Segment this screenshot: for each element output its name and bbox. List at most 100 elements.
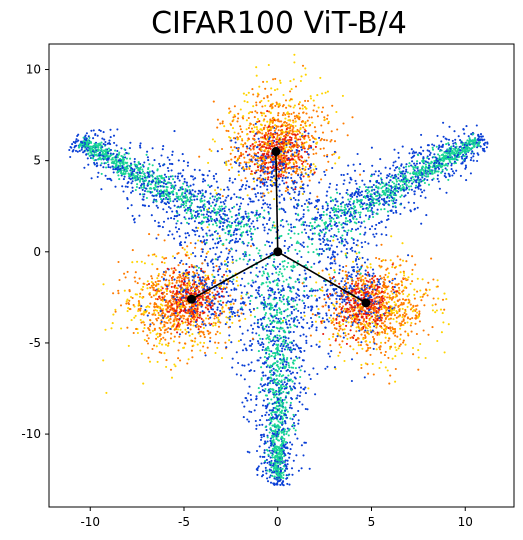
data-point (189, 184, 192, 187)
data-point (308, 198, 311, 201)
data-point (185, 303, 188, 306)
data-point (148, 325, 152, 328)
data-point (257, 342, 260, 345)
data-point (142, 165, 145, 168)
data-point (266, 171, 269, 174)
data-point (141, 204, 144, 207)
data-point (277, 114, 280, 117)
data-point (172, 200, 175, 203)
data-point (325, 169, 328, 172)
data-point (341, 234, 344, 237)
data-point (205, 238, 208, 242)
data-point (295, 454, 298, 457)
data-point (163, 261, 166, 264)
data-point (333, 220, 336, 223)
data-point (298, 356, 301, 359)
data-point (266, 184, 269, 188)
data-point (250, 127, 254, 130)
data-point (192, 315, 195, 318)
data-point (413, 154, 416, 157)
data-point (287, 374, 290, 377)
data-point (231, 261, 234, 264)
data-point (395, 273, 398, 276)
data-point (278, 183, 281, 186)
data-point (142, 382, 145, 385)
data-point (436, 339, 439, 343)
data-point (201, 294, 204, 297)
data-point (350, 358, 354, 361)
data-point (159, 329, 162, 332)
data-point (384, 273, 387, 276)
data-point (157, 221, 160, 224)
data-point (302, 326, 305, 329)
data-point (298, 250, 301, 253)
data-point (147, 183, 150, 186)
data-point (304, 407, 307, 411)
data-point (151, 329, 154, 332)
data-point (231, 149, 234, 152)
data-point (305, 141, 308, 144)
data-point (289, 143, 292, 146)
data-point (345, 287, 348, 290)
data-point (345, 264, 348, 268)
data-point (419, 342, 422, 346)
data-point (308, 224, 311, 227)
data-point (289, 346, 292, 349)
data-point (438, 187, 441, 190)
data-point (281, 275, 284, 278)
data-point (294, 348, 297, 351)
data-point (341, 212, 344, 215)
data-point (353, 200, 356, 203)
data-point (295, 207, 298, 210)
data-point (399, 212, 402, 216)
data-point (333, 307, 336, 310)
data-point (278, 299, 281, 302)
data-point (192, 286, 195, 289)
data-point (311, 121, 314, 124)
data-point (295, 170, 298, 173)
data-point (428, 288, 431, 291)
data-point (92, 137, 95, 140)
data-point (206, 285, 209, 288)
data-point (87, 163, 90, 166)
data-point (275, 377, 279, 381)
data-point (285, 401, 288, 404)
data-point (260, 436, 263, 439)
data-point (352, 242, 355, 245)
data-point (186, 277, 190, 280)
data-point (287, 166, 290, 170)
data-point (281, 179, 284, 182)
data-point (149, 286, 152, 289)
data-point (175, 298, 178, 301)
data-point (268, 319, 272, 322)
data-point (260, 293, 263, 297)
data-point (247, 161, 250, 164)
data-point (311, 313, 314, 316)
data-point (308, 327, 311, 330)
data-point (180, 277, 184, 280)
data-point (481, 135, 484, 138)
data-point (268, 335, 271, 338)
data-point (146, 150, 149, 153)
data-point (161, 343, 164, 346)
data-point (264, 87, 267, 90)
data-point (210, 219, 213, 223)
data-point (288, 473, 291, 476)
data-point (145, 153, 148, 156)
data-point (257, 151, 260, 154)
data-point (402, 292, 405, 296)
data-point (262, 80, 265, 83)
data-point (126, 169, 129, 173)
data-point (304, 386, 307, 389)
data-point (211, 281, 214, 284)
data-point (172, 340, 175, 343)
data-point (213, 208, 216, 211)
data-point (252, 220, 255, 223)
data-point (160, 338, 163, 341)
data-point (345, 282, 348, 285)
data-point (225, 226, 229, 229)
data-point (278, 201, 281, 204)
data-point (310, 266, 313, 269)
data-point (265, 411, 268, 414)
data-point (268, 409, 272, 412)
